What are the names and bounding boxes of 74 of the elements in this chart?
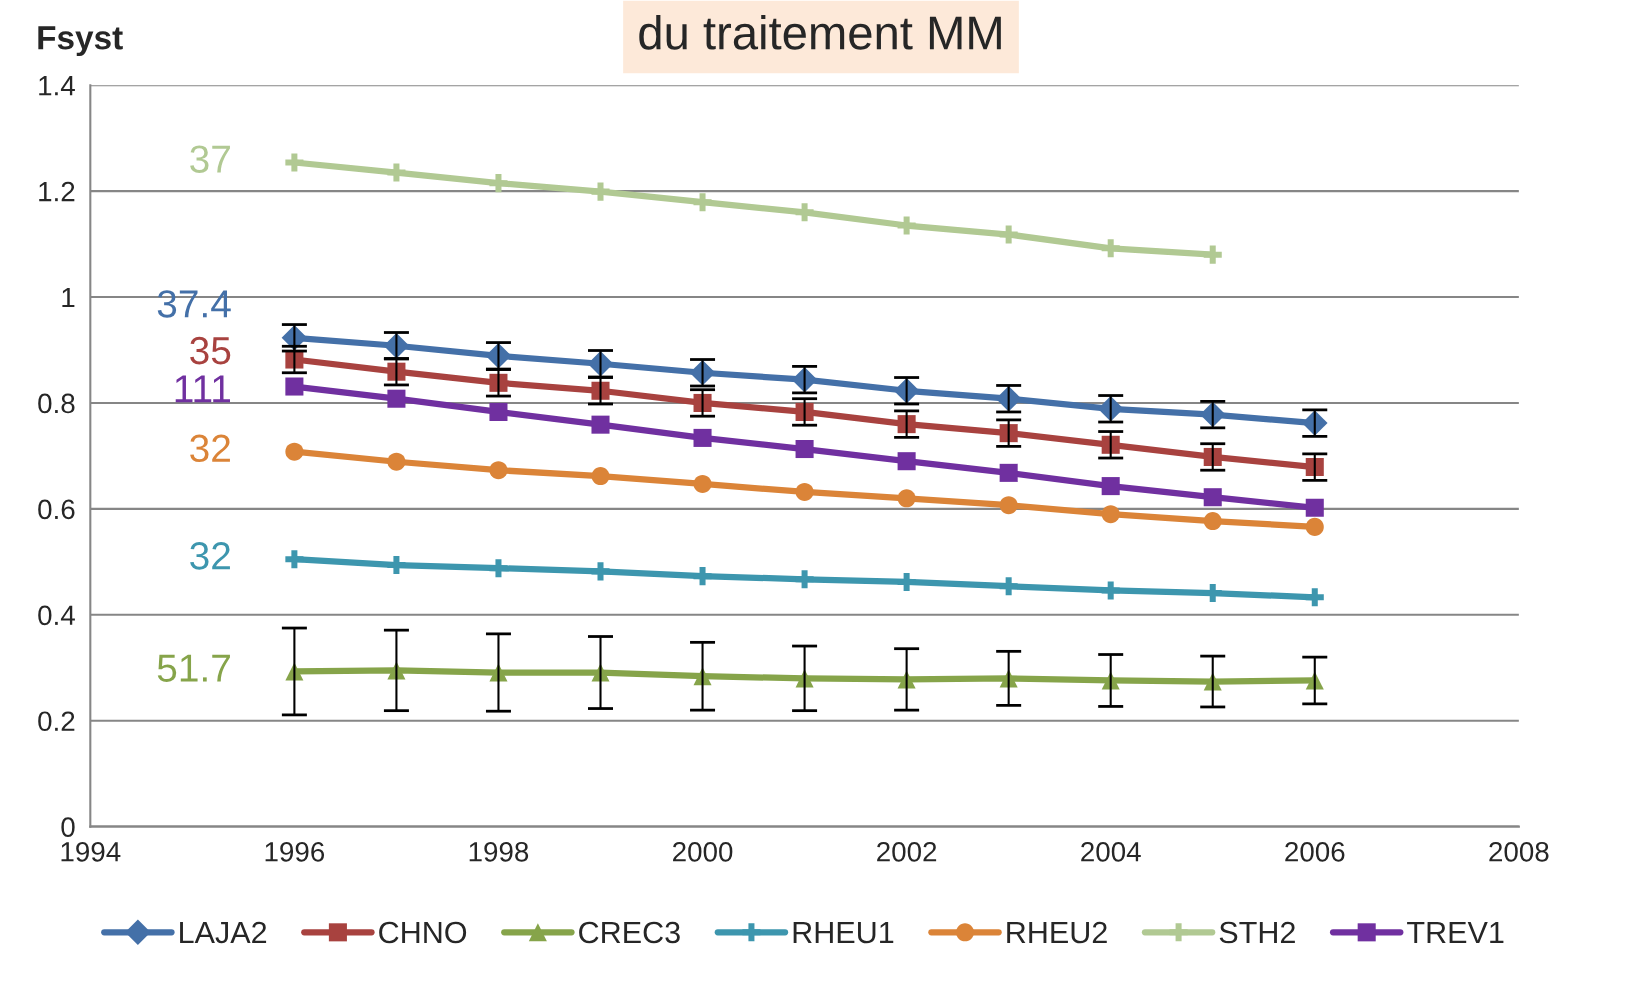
x-tick-label: 1998 xyxy=(469,841,529,862)
point xyxy=(285,550,304,569)
point xyxy=(897,452,916,471)
point xyxy=(795,570,814,589)
point xyxy=(285,442,304,461)
legend-label: CREC3 xyxy=(579,921,680,944)
point xyxy=(795,440,814,459)
annotation: 32 xyxy=(190,542,230,570)
y-tick-label: 1.2 xyxy=(39,181,75,202)
y-tick-label: 0.4 xyxy=(38,605,75,626)
point xyxy=(999,225,1018,244)
point xyxy=(1203,488,1222,507)
chart-title: du traitement MM xyxy=(639,15,1001,50)
point xyxy=(1101,505,1120,524)
point xyxy=(285,377,304,396)
legend-label: TREV1 xyxy=(1407,922,1504,944)
point xyxy=(1305,498,1324,517)
annotation: 51.7 xyxy=(157,654,230,682)
y-tick-label: 0.6 xyxy=(38,499,75,520)
point xyxy=(591,467,610,486)
point xyxy=(897,489,916,508)
point xyxy=(693,567,712,586)
point xyxy=(387,555,406,575)
annotation: 35 xyxy=(190,336,231,365)
point xyxy=(489,174,508,193)
point xyxy=(285,153,304,172)
point xyxy=(489,402,508,421)
x-tick-label: 1994 xyxy=(61,841,121,862)
y-axis-title: Fsyst xyxy=(38,26,123,57)
point xyxy=(693,474,712,494)
y-tick-label: 0.2 xyxy=(38,711,75,732)
legend-label: RHEU1 xyxy=(793,922,894,944)
point xyxy=(897,216,916,235)
x-tick-label: 1996 xyxy=(265,841,325,862)
point xyxy=(1203,245,1222,264)
point xyxy=(387,452,406,471)
x-tick-label: 2008 xyxy=(1489,841,1549,862)
annotation: 37.4 xyxy=(157,290,231,318)
point xyxy=(795,203,814,222)
point xyxy=(795,482,814,501)
x-tick-label: 2006 xyxy=(1285,841,1345,862)
legend-label: STH2 xyxy=(1219,921,1295,944)
point xyxy=(693,428,712,447)
legend-label: CHNO xyxy=(379,921,467,944)
annotation: 32 xyxy=(190,434,230,463)
y-tick-label: 1.4 xyxy=(39,76,75,96)
point xyxy=(897,572,916,591)
point xyxy=(1305,517,1324,536)
y-tick-label: 0 xyxy=(61,817,75,837)
point xyxy=(999,496,1018,515)
point xyxy=(591,182,610,201)
point xyxy=(1101,581,1120,600)
point xyxy=(693,193,712,212)
x-tick-label: 2004 xyxy=(1081,841,1141,862)
point xyxy=(1101,477,1120,496)
annotation: 111 xyxy=(175,375,230,403)
point xyxy=(387,163,406,182)
point xyxy=(591,562,610,581)
point xyxy=(591,415,610,434)
legend-label: RHEU2 xyxy=(1007,921,1107,944)
point xyxy=(1203,512,1222,531)
annotation: 37 xyxy=(190,145,230,173)
y-tick-label: 1 xyxy=(62,287,75,308)
point xyxy=(387,389,406,408)
y-tick-label: 0.8 xyxy=(38,393,75,414)
legend-label: LAJA2 xyxy=(180,921,267,944)
point xyxy=(1101,239,1120,258)
x-tick-label: 2002 xyxy=(877,841,937,862)
point xyxy=(999,577,1018,596)
point xyxy=(489,461,508,480)
x-tick-label: 2000 xyxy=(673,841,733,862)
point xyxy=(489,559,508,578)
point xyxy=(1305,588,1324,607)
point xyxy=(999,463,1018,482)
